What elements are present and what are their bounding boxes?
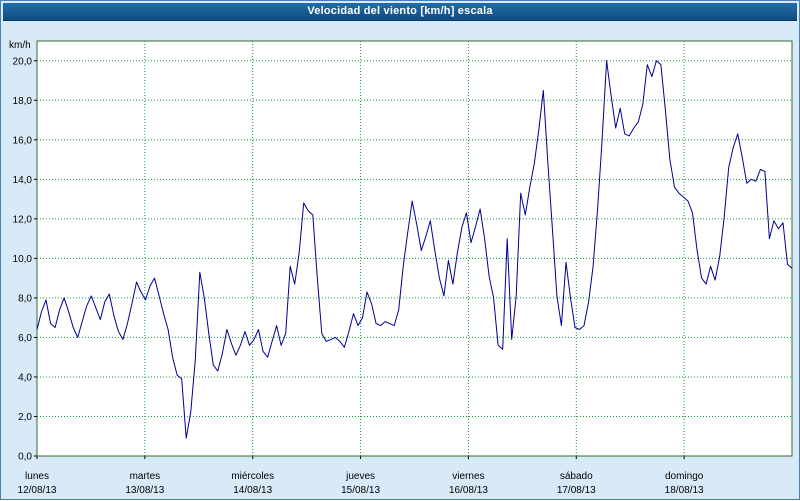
day-name-label: viernes (452, 471, 484, 482)
day-name-label: martes (130, 471, 161, 482)
chart-title-bar: Velocidad del viento [km/h] escala (3, 3, 797, 21)
y-axis-unit-label: km/h (9, 40, 31, 51)
day-name-label: miércoles (231, 471, 274, 482)
plot-area (37, 41, 792, 456)
day-date-label: 18/08/13 (665, 485, 704, 496)
y-tick-label: 2,0 (18, 412, 32, 423)
y-tick-label: 10,0 (13, 254, 33, 265)
day-date-label: 16/08/13 (449, 485, 488, 496)
day-date-label: 17/08/13 (557, 485, 596, 496)
day-name-label: jueves (345, 471, 375, 482)
day-name-label: sábado (560, 471, 593, 482)
plot-border (36, 40, 793, 457)
chart-title: Velocidad del viento [km/h] escala (307, 5, 493, 17)
y-tick-label: 18,0 (13, 96, 33, 107)
y-tick-label: 14,0 (13, 175, 33, 186)
wind-speed-line (36, 60, 793, 439)
y-tick-label: 6,0 (18, 333, 32, 344)
y-tick-label: 0,0 (18, 452, 32, 463)
wind-speed-chart: 0,0 2,0 4,0 6,0 8,0 10,0 12,0 14,0 16,0 18,0 20,0 k… (9, 40, 793, 496)
day-date-label: 14/08/13 (233, 485, 272, 496)
day-date-label: 15/08/13 (341, 485, 380, 496)
day-date-label: 13/08/13 (125, 485, 164, 496)
y-tick-label: 16,0 (13, 135, 33, 146)
y-tick-label: 20,0 (13, 56, 33, 67)
y-tick-label: 4,0 (18, 372, 32, 383)
day-name-label: domingo (665, 471, 704, 482)
y-tick-label: 12,0 (13, 214, 33, 225)
day-date-label: 12/08/13 (18, 485, 57, 496)
day-name-label: lunes (25, 471, 49, 482)
y-tick-label: 8,0 (18, 293, 32, 304)
